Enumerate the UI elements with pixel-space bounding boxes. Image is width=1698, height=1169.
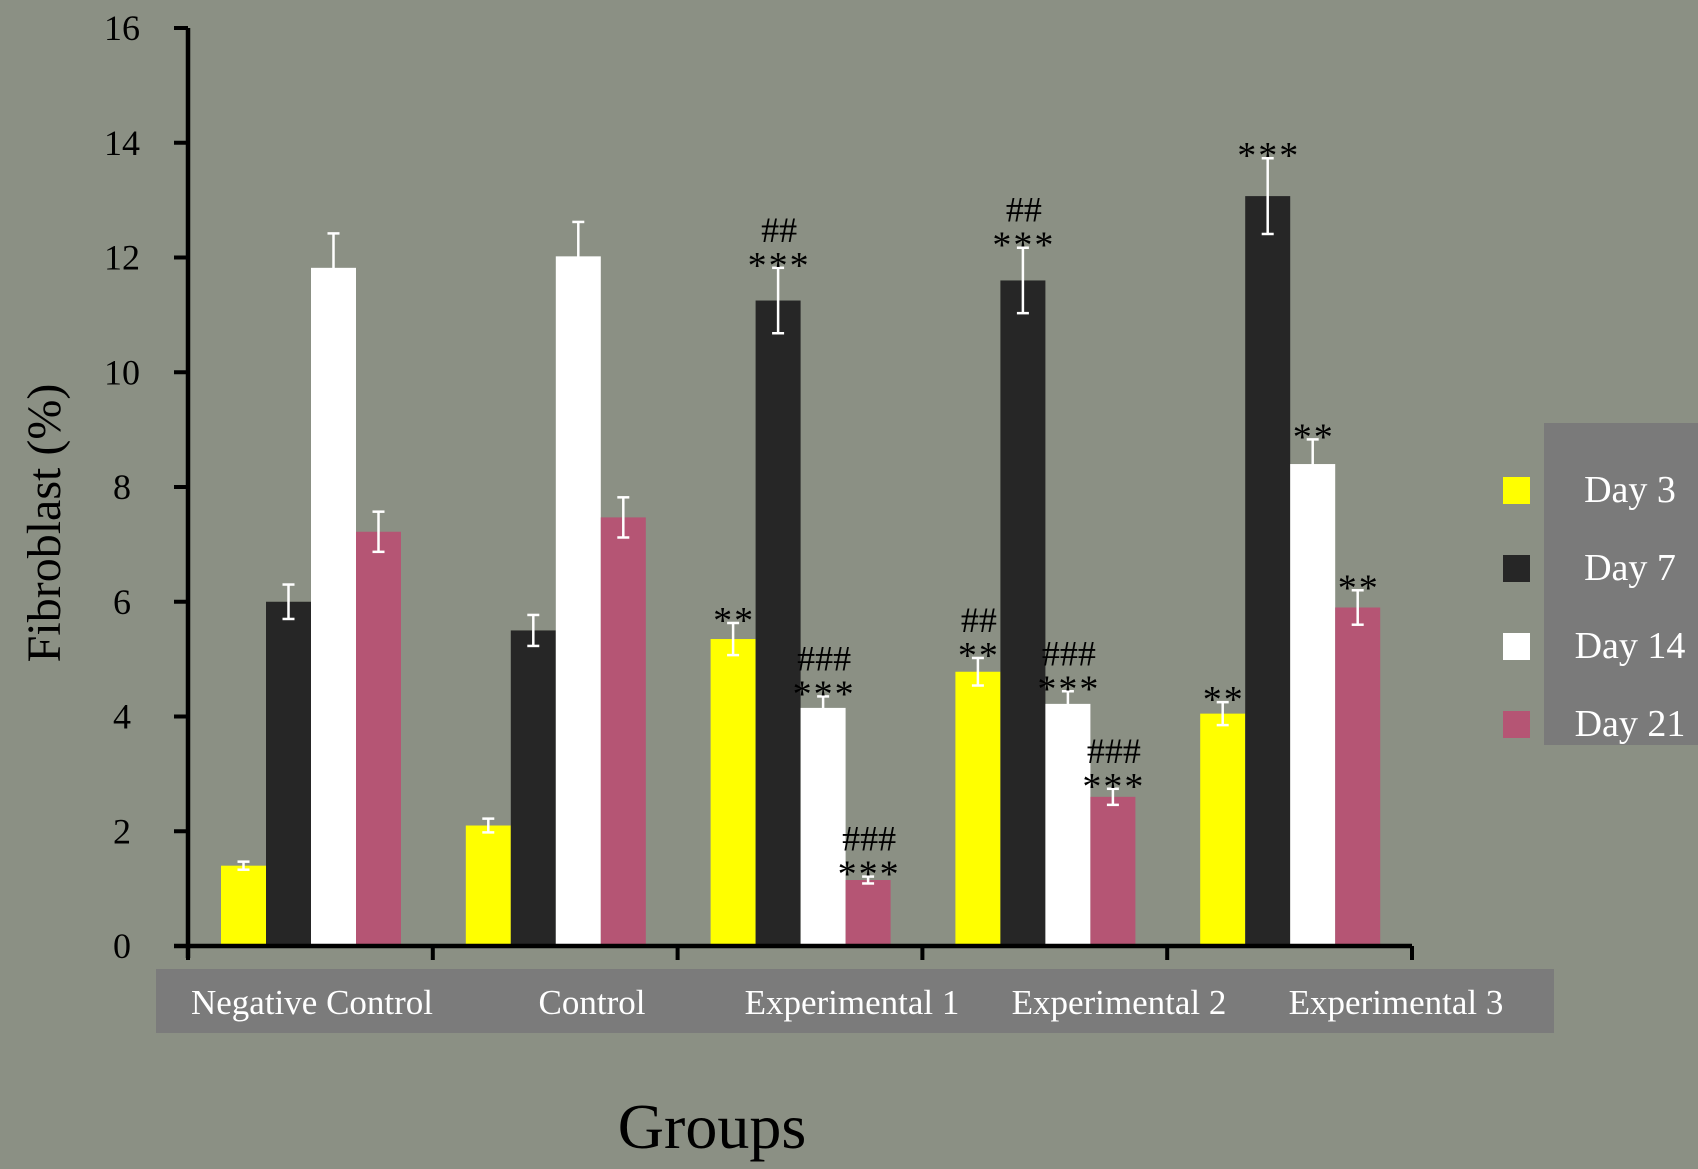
significance-stars: ** xyxy=(958,635,1000,677)
category-label: Experimental 2 xyxy=(1012,983,1227,1022)
y-axis-label: Fibroblast (%) xyxy=(18,384,71,663)
y-tick-label: 2 xyxy=(113,811,131,851)
error-bar xyxy=(282,583,295,621)
error-bar xyxy=(772,266,785,335)
significance-stars: ** xyxy=(1203,679,1245,721)
legend-swatch xyxy=(1503,555,1530,582)
x-axis-label: Groups xyxy=(618,1091,806,1162)
error-bar xyxy=(372,510,385,554)
y-tick-label: 10 xyxy=(104,352,140,392)
significance-stars: *** xyxy=(1237,135,1300,177)
y-tick-label: 4 xyxy=(113,697,131,737)
error-bar xyxy=(327,232,340,304)
significance-stars: *** xyxy=(838,854,901,896)
bar-day-21-group-3 xyxy=(845,880,891,946)
legend-swatch xyxy=(1503,711,1530,738)
error-bar xyxy=(971,656,984,687)
y-tick-label: 0 xyxy=(113,926,131,966)
bar-day-14-group-4 xyxy=(1045,703,1091,946)
bar-day-21-group-4 xyxy=(1090,796,1136,946)
category-label: Control xyxy=(539,983,646,1022)
category-band-background xyxy=(156,969,1554,1033)
significance-stars: ** xyxy=(1293,416,1335,458)
y-tick-label: 6 xyxy=(113,582,131,622)
bar-day-14-group-5 xyxy=(1290,464,1336,946)
significance-stars: *** xyxy=(748,245,811,287)
y-tick-label: 14 xyxy=(104,123,140,163)
category-label: Experimental 3 xyxy=(1289,983,1504,1022)
legend-label: Day 21 xyxy=(1575,703,1686,745)
category-band: Negative Control Control Experimental 1 Exp… xyxy=(156,969,1554,1033)
error-bar xyxy=(527,613,540,648)
y-tick-label: 12 xyxy=(104,238,140,278)
significance-hash: ### xyxy=(842,819,896,859)
bar-day-7-group-3 xyxy=(755,300,801,946)
bar-day-7-group-1 xyxy=(266,601,311,946)
legend-swatch xyxy=(1503,633,1530,660)
bar-day-3-group-2 xyxy=(465,825,511,946)
error-bar xyxy=(817,695,830,721)
legend-label: Day 14 xyxy=(1575,625,1686,667)
significance-hash: ## xyxy=(961,600,997,640)
annotations-layer: ****##*****## ***##******###***###*****##… xyxy=(713,135,1380,896)
bar-day-3-group-1 xyxy=(221,865,266,946)
category-label: Experimental 1 xyxy=(745,983,960,1022)
significance-stars: *** xyxy=(1082,766,1145,808)
category-label: Negative Control xyxy=(191,983,433,1022)
significance-stars: ** xyxy=(1338,567,1380,609)
significance-hash: ### xyxy=(797,638,851,678)
legend-label: Day 7 xyxy=(1584,547,1676,589)
bar-day-7-group-2 xyxy=(510,630,556,946)
bar-day-3-group-3 xyxy=(710,639,756,946)
error-bar xyxy=(1216,700,1229,727)
legend-background xyxy=(1544,423,1698,745)
y-tick-label: 8 xyxy=(113,467,131,507)
significance-stars: *** xyxy=(992,225,1055,267)
error-bar xyxy=(237,860,250,871)
error-bar xyxy=(617,496,630,539)
error-bar xyxy=(1351,589,1364,626)
error-bar xyxy=(572,220,585,293)
error-bar xyxy=(1061,690,1074,718)
bar-day-3-group-5 xyxy=(1200,713,1246,946)
bar-day-3-group-4 xyxy=(955,671,1001,946)
significance-hash: ### xyxy=(1087,731,1141,771)
significance-hash: ## xyxy=(761,210,797,250)
error-bar xyxy=(727,621,740,657)
error-bar xyxy=(1016,246,1029,315)
error-bar xyxy=(1261,156,1274,236)
error-bars-layer xyxy=(237,156,1364,885)
bar-day-14-group-3 xyxy=(800,707,846,946)
y-tick-label: 16 xyxy=(104,8,140,48)
bars-layer xyxy=(221,196,1381,946)
significance-hash: ## xyxy=(1006,190,1042,230)
legend: Day 3 Day 7 Day 14 Day 21 xyxy=(1503,423,1698,745)
error-bar xyxy=(862,875,875,885)
significance-stars: *** xyxy=(1037,668,1100,710)
error-bar xyxy=(1306,438,1319,490)
legend-swatch xyxy=(1503,477,1530,504)
significance-stars: ** xyxy=(713,600,755,642)
significance-hash: ### xyxy=(1042,633,1096,673)
significance-stars: *** xyxy=(793,673,856,715)
bar-day-21-group-2 xyxy=(600,517,646,946)
bar-day-14-group-2 xyxy=(555,256,601,946)
bar-day-21-group-5 xyxy=(1335,607,1381,946)
legend-label: Day 3 xyxy=(1584,469,1676,511)
bar-day-21-group-1 xyxy=(356,531,401,946)
bar-day-7-group-5 xyxy=(1245,196,1291,946)
bar-day-14-group-1 xyxy=(311,267,356,946)
axes-layer: 0 2 4 6 8 10 12 14 16 xyxy=(104,8,1414,966)
error-bar xyxy=(482,817,495,834)
bar-day-7-group-4 xyxy=(1000,280,1046,946)
error-bar xyxy=(1106,787,1119,807)
